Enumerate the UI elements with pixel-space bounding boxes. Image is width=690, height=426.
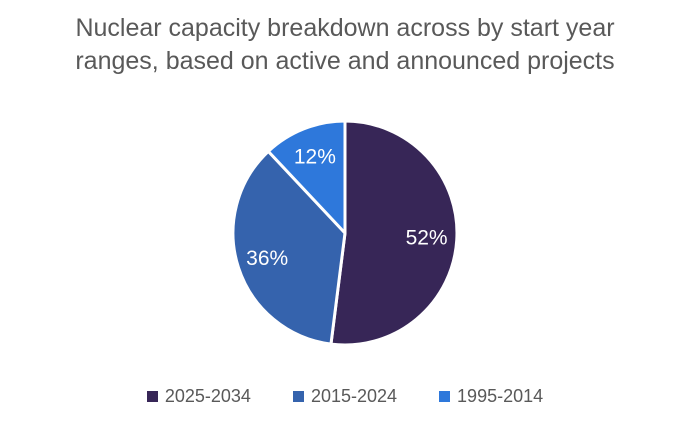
legend-item-1995-2014: 1995-2014 — [439, 386, 543, 407]
chart-title: Nuclear capacity breakdown across by sta… — [0, 12, 690, 77]
pie-data-label-2015-2024: 36% — [246, 247, 288, 270]
legend-item-2025-2034: 2025-2034 — [146, 386, 251, 407]
legend-label-2015-2024: 2015-2024 — [310, 386, 398, 406]
legend-item-2015-2024: 2015-2024 — [292, 386, 398, 407]
legend-swatch-2025-2034 — [146, 391, 158, 402]
legend-swatch-2015-2024 — [292, 391, 304, 402]
chart-legend: 2025-2034 2015-2024 1995-2014 — [0, 386, 690, 407]
legend-swatch-1995-2014 — [439, 391, 451, 402]
legend-label-2025-2034: 2025-2034 — [164, 386, 251, 406]
pie-slice-2015-2024 — [231, 149, 347, 346]
pie-slice-2025-2034 — [329, 119, 459, 347]
legend-label-1995-2014: 1995-2014 — [457, 386, 544, 406]
pie-data-label-1995-2014: 12% — [294, 146, 336, 169]
pie-slice-1995-2014 — [266, 119, 347, 235]
chart-title-line-2: ranges, based on active and announced pr… — [75, 46, 615, 75]
chart-title-line-1: Nuclear capacity breakdown across by sta… — [75, 14, 615, 42]
pie-data-label-2025-2034: 52% — [406, 227, 448, 250]
